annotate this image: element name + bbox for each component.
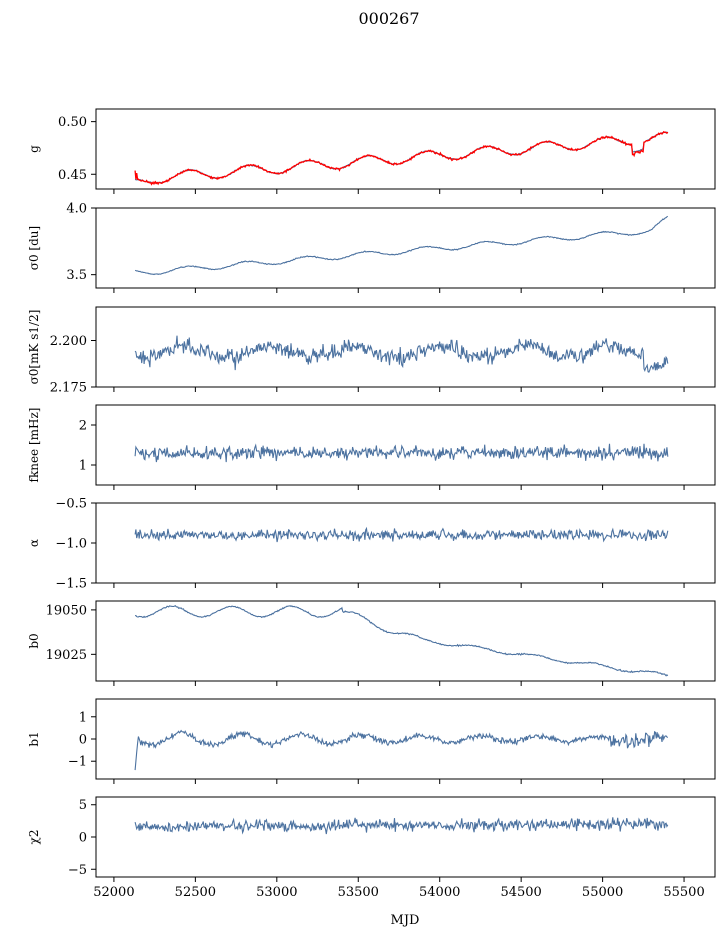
y-tick-label: 5	[79, 798, 87, 813]
y-tick-label: −1.5	[55, 577, 87, 592]
y-axis-label: b1	[27, 731, 41, 746]
series-line	[134, 526, 669, 543]
x-tick-label: 55500	[663, 885, 704, 900]
series-line	[134, 817, 669, 835]
axes-frame	[95, 404, 716, 486]
y-axis-label: χ2	[27, 830, 41, 845]
y-tick-label: 19050	[46, 603, 87, 618]
y-tick-label: −1.0	[55, 537, 87, 552]
y-axis-label: fknee [mHz]	[27, 408, 41, 483]
x-tick-label: 53500	[338, 885, 379, 900]
panels: 0.45 0.50 g 3.5 4.0 σ0 [du] 2.175 2.200 σ0[mK s1…	[27, 108, 716, 900]
y-tick-label: 4.0	[66, 202, 87, 217]
panel-8: −5 0 5 52000 52500 53000 53500 54000 54500 55000 5…	[27, 796, 716, 900]
y-tick-label: 2.175	[50, 381, 87, 396]
y-tick-label: 3.5	[66, 268, 87, 283]
axes-frame	[95, 796, 716, 878]
panel-6: 19025 19050 b0	[27, 600, 716, 686]
x-tick-label: 54500	[500, 885, 541, 900]
series-line	[134, 443, 669, 463]
y-tick-label: 1	[79, 459, 87, 474]
y-tick-label: −0.5	[55, 497, 87, 512]
y-tick-label: 19025	[46, 648, 87, 663]
y-tick-label: 0.50	[58, 115, 87, 130]
panel-5: −1.5 −1.0 −0.5 α	[27, 497, 716, 592]
x-axis-label: MJD	[391, 913, 420, 928]
panel-2: 3.5 4.0 σ0 [du]	[27, 202, 716, 293]
panel-3: 2.175 2.200 σ0[mK s1/2]	[27, 306, 716, 396]
y-axis-label: b0	[27, 633, 41, 648]
panel-4: 1 2 fknee [mHz]	[27, 404, 716, 490]
axes-frame	[95, 502, 716, 584]
panel-1: 0.45 0.50 g	[27, 108, 716, 194]
axes-frame	[95, 108, 716, 190]
y-tick-label: −5	[68, 863, 87, 878]
x-tick-label: 52500	[175, 885, 216, 900]
series-line	[134, 215, 669, 276]
y-tick-label: 1	[79, 710, 87, 725]
y-axis-label: σ0 [du]	[27, 226, 41, 270]
x-tick-label: 55000	[582, 885, 623, 900]
series-line	[134, 131, 669, 184]
axes-frame	[95, 600, 716, 682]
x-tick-label: 53000	[256, 885, 297, 900]
y-tick-label: 0.45	[58, 168, 87, 183]
y-tick-label: 0	[79, 831, 87, 846]
series-line	[134, 729, 669, 771]
y-axis-label: σ0[mK s1/2]	[27, 310, 41, 385]
y-tick-label: 2	[79, 419, 87, 434]
y-tick-label: −1	[68, 755, 87, 770]
y-tick-label: 2.200	[50, 334, 87, 349]
series-line	[134, 335, 669, 373]
series-line	[135, 605, 669, 677]
y-tick-label: 0	[79, 733, 87, 748]
axes-frame	[95, 306, 716, 388]
x-tick-label: 52000	[93, 885, 134, 900]
panel-7: −1 0 1 b1	[27, 698, 716, 784]
y-axis-label: α	[27, 539, 41, 547]
model-line	[134, 130, 669, 186]
axes-frame	[95, 207, 716, 289]
figure-title: 000267	[358, 9, 419, 28]
y-axis-label: g	[27, 145, 41, 153]
x-tick-label: 54000	[419, 885, 460, 900]
